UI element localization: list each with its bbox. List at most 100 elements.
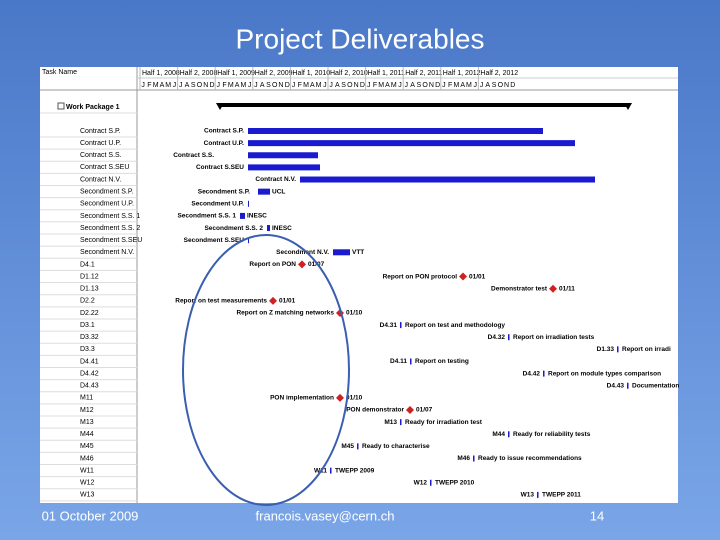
milestone-tick bbox=[537, 491, 539, 498]
milestone bbox=[459, 272, 467, 281]
collapse-box bbox=[57, 102, 65, 110]
month-label: D bbox=[210, 82, 215, 89]
month-label: J bbox=[248, 82, 252, 89]
half-label: Half 1, 2011 bbox=[368, 70, 405, 77]
task-name: D1.12 bbox=[80, 273, 99, 280]
month-label: M bbox=[165, 82, 171, 89]
month-label: D bbox=[435, 82, 440, 89]
milestone bbox=[298, 260, 306, 269]
milestone-code: M13 bbox=[384, 419, 397, 426]
month-label: A bbox=[310, 82, 315, 89]
bar-label: Secondment S.SEU bbox=[184, 237, 245, 244]
milestone-code: D4.32 bbox=[488, 334, 506, 341]
task-name: D2.22 bbox=[80, 310, 99, 317]
bar bbox=[248, 200, 249, 207]
task-name: W11 bbox=[80, 467, 94, 474]
month-label: D bbox=[360, 82, 365, 89]
half-label: Half 1, 2012 bbox=[443, 70, 481, 77]
task-name: M12 bbox=[80, 407, 94, 414]
task-name: W12 bbox=[80, 480, 95, 487]
month-label: J bbox=[405, 82, 409, 89]
task-name: D4.1 bbox=[80, 261, 95, 268]
milestone-date: 01/10 bbox=[346, 310, 363, 317]
slide-title: Project Deliverables bbox=[236, 23, 485, 54]
half-label: Half 2, 2008 bbox=[180, 70, 218, 77]
milestone-label: TWEPP 2011 bbox=[542, 492, 581, 499]
milestone bbox=[549, 284, 557, 293]
month-label: J bbox=[141, 82, 145, 89]
milestone-date: 01/01 bbox=[469, 273, 486, 280]
milestone bbox=[406, 405, 414, 414]
task-name: D4.41 bbox=[80, 358, 99, 365]
milestone-label: Report on test and methodology bbox=[405, 322, 505, 329]
task-name: D1.13 bbox=[80, 286, 99, 293]
half-label: Half 1, 2008 bbox=[142, 70, 180, 77]
month-label: S bbox=[266, 82, 271, 89]
task-name: Contract S.S. bbox=[80, 152, 122, 159]
bar-label: Secondment S.S. 2 bbox=[204, 225, 263, 232]
milestone-date: 01/01 bbox=[279, 298, 296, 305]
task-name: M11 bbox=[80, 395, 93, 402]
task-name: D3.32 bbox=[80, 334, 99, 341]
task-name: D4.42 bbox=[80, 370, 99, 377]
milestone-label: Report on PON bbox=[249, 261, 296, 268]
month-label: A bbox=[385, 82, 390, 89]
milestone-code: D4.11 bbox=[390, 358, 407, 365]
bar bbox=[267, 225, 270, 232]
task-name: Contract S.P. bbox=[80, 128, 121, 135]
month-label: F bbox=[373, 82, 377, 89]
month-label: J bbox=[292, 82, 296, 89]
bar-label: Contract S.SEU bbox=[196, 164, 244, 171]
bar bbox=[248, 164, 320, 171]
month-label: M bbox=[378, 82, 384, 89]
month-label: A bbox=[485, 82, 490, 89]
milestone-label: Report on Z matching networks bbox=[236, 310, 334, 317]
milestone-label: PON demonstrator bbox=[346, 407, 404, 414]
milestone-code: M45 bbox=[341, 443, 354, 450]
half-label: Half 2, 2009 bbox=[255, 70, 293, 77]
bar-label: Secondment S.S. 1 bbox=[177, 213, 236, 220]
task-name: M45 bbox=[80, 443, 94, 450]
milestone-label: Documentation bbox=[632, 382, 679, 389]
month-label: J bbox=[173, 82, 177, 89]
task-name: Work Package 1 bbox=[66, 104, 120, 111]
milestone-tick bbox=[617, 346, 619, 353]
milestone-tick bbox=[357, 443, 359, 450]
bar-label: Secondment S.P. bbox=[198, 188, 250, 195]
milestone-code: D4.31 bbox=[380, 322, 398, 329]
milestone-date: 01/07 bbox=[308, 261, 325, 268]
milestone-tick bbox=[473, 455, 475, 462]
half-label: Half 1, 2009 bbox=[217, 70, 255, 77]
month-label: J bbox=[179, 82, 183, 89]
milestone-tick bbox=[400, 322, 402, 329]
task-name: Secondment S.SEU bbox=[80, 237, 142, 244]
milestone-label: PON implementation bbox=[270, 395, 334, 402]
summary-end bbox=[624, 103, 632, 110]
month-label: A bbox=[185, 82, 190, 89]
milestone-label: Report on irradiation tests bbox=[513, 334, 595, 341]
month-label: F bbox=[298, 82, 302, 89]
task-name: D3.3 bbox=[80, 346, 95, 353]
month-label: M bbox=[316, 82, 322, 89]
screenshot bbox=[40, 67, 678, 503]
milestone-code: W13 bbox=[521, 492, 535, 499]
bar bbox=[300, 176, 595, 183]
month-label: A bbox=[235, 82, 240, 89]
month-label: J bbox=[442, 82, 446, 89]
task-name: M46 bbox=[80, 455, 94, 462]
month-label: J bbox=[367, 82, 371, 89]
month-label: D bbox=[510, 82, 515, 89]
bar bbox=[248, 237, 249, 244]
task-name: Secondment N.V. bbox=[80, 249, 134, 256]
month-label: N bbox=[354, 82, 359, 89]
milestone-label: Ready to issue recommendations bbox=[478, 455, 582, 462]
month-label: A bbox=[410, 82, 415, 89]
task-name: Secondment S.P. bbox=[80, 188, 134, 195]
bar-note: UCL bbox=[272, 188, 285, 195]
month-label: F bbox=[147, 82, 151, 89]
month-label: O bbox=[197, 82, 203, 89]
milestone-tick bbox=[430, 479, 432, 486]
half-label: Half 1, 2010 bbox=[292, 70, 330, 77]
month-label: D bbox=[285, 82, 290, 89]
